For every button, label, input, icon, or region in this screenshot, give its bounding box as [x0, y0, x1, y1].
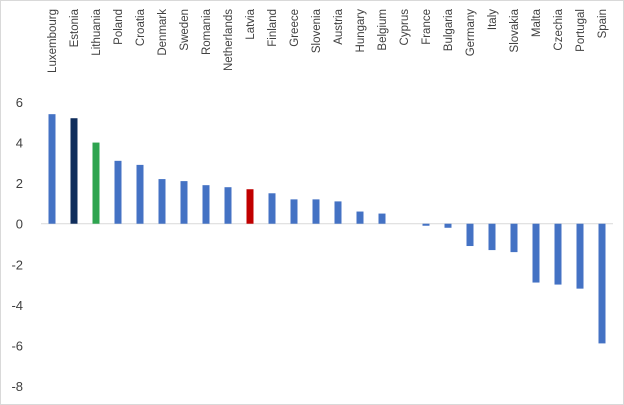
y-tick-label: 0: [16, 217, 23, 232]
bar-greece: [290, 199, 298, 224]
bar-portugal: [576, 223, 584, 289]
y-tick-label: -8: [11, 379, 23, 394]
bar-poland: [114, 160, 122, 224]
bar-lithuania: [92, 142, 100, 224]
category-label: Hungary: [355, 9, 367, 53]
category-label: Malta: [531, 8, 543, 37]
bar-austria: [334, 201, 342, 224]
category-label: Romania: [201, 8, 213, 55]
category-label: Poland: [113, 9, 125, 45]
y-tick-label: 6: [16, 95, 23, 110]
y-tick-label: -2: [11, 257, 23, 272]
category-label: Netherlands: [223, 9, 235, 71]
bar-slovakia: [510, 223, 518, 253]
bar-estonia: [70, 118, 78, 224]
y-tick-label: 2: [16, 176, 23, 191]
bar-netherlands: [224, 187, 232, 224]
bar-denmark: [158, 179, 166, 224]
category-label: Greece: [289, 9, 301, 47]
category-label: Belgium: [377, 9, 389, 51]
bar-finland: [268, 193, 276, 224]
bar-belgium: [378, 213, 386, 224]
y-tick-label: 4: [16, 136, 23, 151]
category-label: Slovakia: [509, 8, 521, 52]
category-label: Cyprus: [399, 9, 411, 46]
category-label: Lithuania: [91, 8, 103, 55]
y-tick-label: -4: [11, 298, 23, 313]
y-tick-label: -6: [11, 338, 23, 353]
category-label: Portugal: [575, 9, 587, 52]
bar-malta: [532, 223, 540, 283]
category-label: Estonia: [69, 8, 81, 47]
category-label: Luxembourg: [47, 9, 59, 73]
bar-france: [422, 223, 430, 226]
category-label: Sweden: [179, 9, 191, 51]
category-label: France: [421, 9, 433, 45]
bar-sweden: [180, 181, 188, 224]
bar-czechia: [554, 223, 562, 285]
category-label: Croatia: [135, 8, 147, 46]
bar-slovenia: [312, 199, 320, 224]
bar-croatia: [136, 164, 144, 224]
category-label: Latvia: [245, 8, 257, 39]
bar-latvia: [246, 189, 254, 224]
category-label: Denmark: [157, 9, 169, 56]
category-label: Czechia: [553, 8, 565, 50]
bar-hungary: [356, 211, 364, 224]
category-label: Germany: [465, 9, 477, 57]
bar-bulgaria: [444, 223, 452, 228]
bar-spain: [598, 223, 606, 344]
bar-luxembourg: [48, 114, 56, 224]
bar-germany: [466, 223, 474, 247]
category-label: Slovenia: [311, 8, 323, 53]
bar-italy: [488, 223, 496, 251]
category-label: Italy: [487, 9, 499, 30]
category-label: Austria: [333, 8, 345, 44]
category-label: Bulgaria: [443, 8, 455, 51]
bar-romania: [202, 185, 210, 224]
category-label: Finland: [267, 9, 279, 47]
category-label: Spain: [597, 9, 609, 38]
